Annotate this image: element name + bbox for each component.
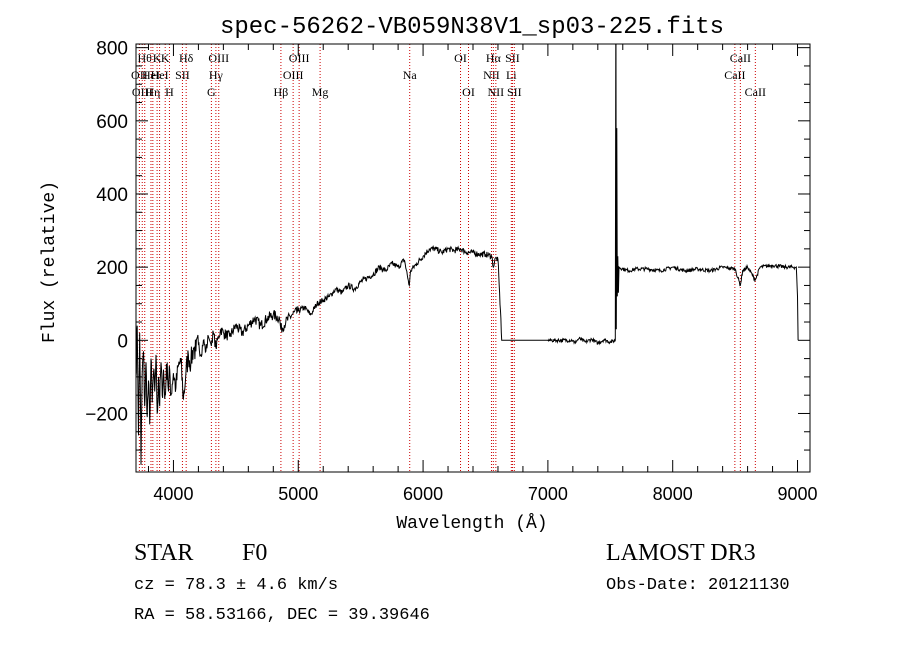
coordinates-text: RA = 58.53166, DEC = 39.39646 (134, 606, 430, 625)
line-marker-label: Na (403, 68, 418, 82)
line-marker-label: HeI (142, 68, 160, 82)
line-marker-label: K (153, 51, 162, 65)
line-marker-label: CaII (724, 68, 745, 82)
x-tick-label: 6000 (403, 484, 443, 504)
x-tick-label: 8000 (653, 484, 693, 504)
line-marker-label: Hδ (179, 51, 194, 65)
y-tick-label: −200 (85, 404, 128, 425)
x-tick-label: 9000 (777, 484, 817, 504)
line-marker-label: Hθ (138, 51, 153, 65)
x-axis-label: Wavelength (Å) (396, 513, 547, 534)
line-marker-label: OII (131, 68, 148, 82)
x-tick-label: 7000 (528, 484, 568, 504)
line-marker-label: SII (507, 85, 522, 99)
line-marker-label: SII (505, 51, 520, 65)
line-marker-label: Li (506, 68, 517, 82)
y-tick-label: 200 (96, 258, 128, 279)
y-tick-label: 0 (117, 331, 128, 352)
axes-frame (135, 43, 811, 473)
line-marker-label: Hη (145, 85, 160, 99)
line-marker-label: Hβ (274, 85, 289, 99)
line-marker-label: OI (462, 85, 475, 99)
x-axis-ticks: 4000 5000 6000 7000 8000 9000 (147, 44, 818, 504)
line-marker-label: OIII (283, 68, 304, 82)
line-marker-label: OI (454, 51, 467, 65)
line-marker-label: Hγ (209, 68, 224, 82)
y-tick-label: 800 (96, 39, 128, 60)
flux-series-line (136, 44, 799, 465)
y-axis-ticks: −200 0 200 400 600 800 (85, 39, 810, 451)
object-subclass: F0 (242, 540, 267, 566)
line-marker-label: HeI (151, 68, 169, 82)
line-marker-label: G (207, 85, 216, 99)
line-marker-label: Hα (486, 51, 502, 65)
survey-name: LAMOST DR3 (606, 540, 756, 566)
object-class: STAR (134, 540, 193, 566)
spectral-line-markers: OIIOIIIHθHeIHηKHeIKHSIIHδGHγOIIIHβOIIIOI… (131, 44, 766, 472)
line-marker-label: NII (483, 68, 500, 82)
y-axis-label: Flux (relative) (40, 181, 60, 343)
line-marker-label: OIII (132, 85, 153, 99)
redshift-text: cz = 78.3 ± 4.6 km/s (134, 576, 338, 595)
line-marker-label: CaII (730, 51, 751, 65)
x-tick-label: 4000 (153, 484, 193, 504)
line-marker-label: OIII (208, 51, 229, 65)
line-marker-label: NII (488, 85, 505, 99)
x-tick-label: 5000 (278, 484, 318, 504)
line-marker-label: K (161, 51, 170, 65)
y-tick-label: 400 (96, 185, 128, 206)
line-marker-label: OIII (289, 51, 310, 65)
line-marker-label: H (165, 85, 174, 99)
line-marker-label: SII (175, 68, 190, 82)
obs-date-text: Obs-Date: 20121130 (606, 576, 790, 595)
line-marker-label: CaII (745, 85, 766, 99)
line-marker-label: Mg (312, 85, 329, 99)
chart-title: spec-56262-VB059N38V1_sp03-225.fits (220, 14, 724, 41)
y-tick-label: 600 (96, 112, 128, 133)
